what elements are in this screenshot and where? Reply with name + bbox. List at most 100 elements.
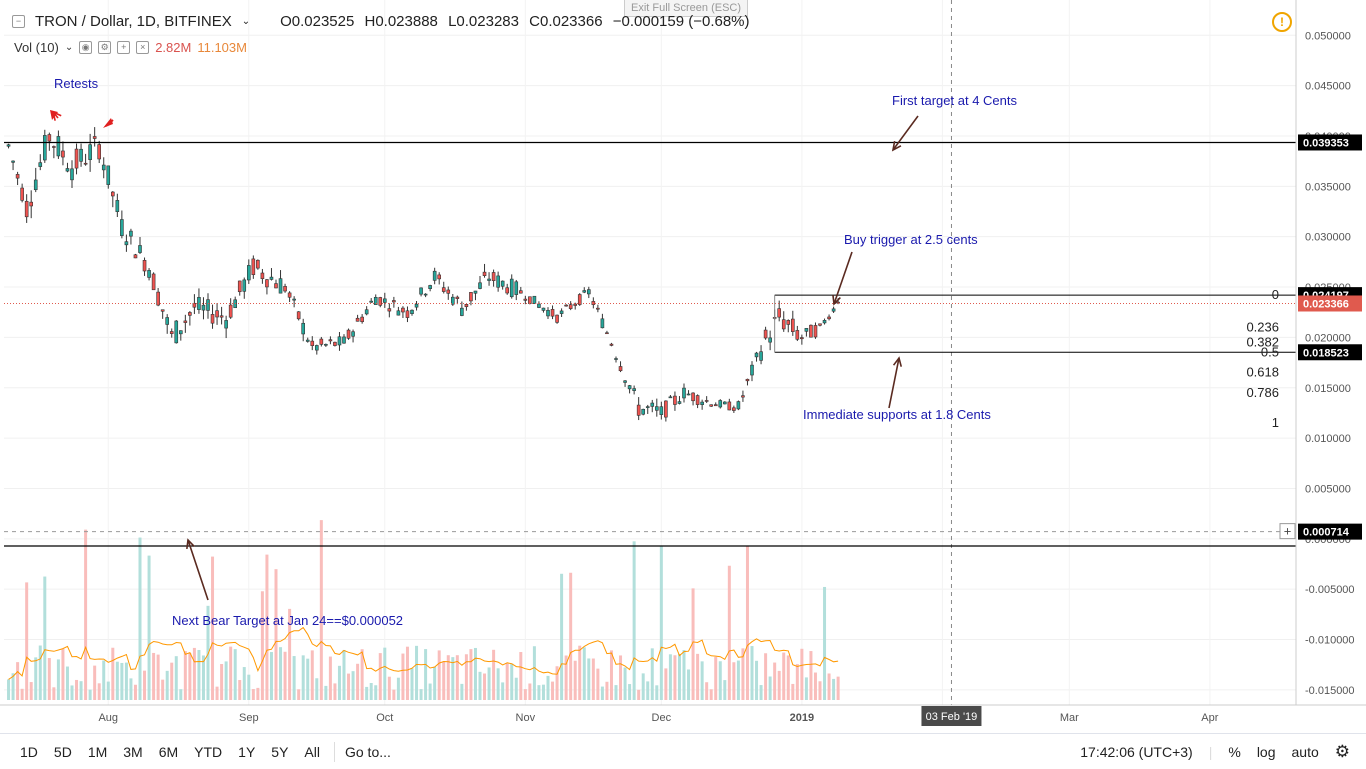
timeframe-6m[interactable]: 6M <box>158 743 179 760</box>
volume-legend: Vol (10) ⌄ ◉ ⚙ + × 2.82M 11.103M <box>14 40 247 55</box>
candle-body <box>156 291 160 306</box>
candle-body <box>333 341 337 346</box>
volume-bar <box>315 678 319 700</box>
volume-bar <box>143 670 147 700</box>
chevron-down-icon[interactable]: ⌄ <box>241 16 251 27</box>
volume-bar <box>464 654 468 700</box>
candle-body <box>727 401 732 411</box>
volume-bar <box>405 646 409 700</box>
auto-toggle[interactable]: auto <box>1291 743 1319 760</box>
timeframe-all[interactable]: All <box>304 743 320 760</box>
timeframe-3m[interactable]: 3M <box>123 743 143 760</box>
candle-body <box>387 308 392 312</box>
candle-body <box>827 316 831 320</box>
candle-body <box>401 307 405 313</box>
gear-icon[interactable]: ⚙ <box>1334 741 1350 761</box>
timeframe-5y[interactable]: 5Y <box>271 743 289 760</box>
candle-body <box>251 258 256 275</box>
price-tick: -0.015000 <box>1305 685 1355 697</box>
goto-button[interactable]: Go to... <box>344 743 391 760</box>
candle-body <box>673 395 677 405</box>
bear-arrow <box>187 539 209 601</box>
warning-icon[interactable]: ! <box>1272 12 1292 32</box>
clock[interactable]: 17:42:06 (UTC+3) <box>1080 743 1193 760</box>
candle-body <box>650 402 655 407</box>
volume-bar <box>532 646 536 700</box>
candle-body <box>482 271 487 276</box>
candle-body <box>396 310 401 316</box>
volume-bar <box>165 670 169 700</box>
volume-bar <box>623 667 627 700</box>
volume-bar <box>174 656 178 700</box>
time-tick: Dec <box>652 712 672 724</box>
volume-bar <box>587 658 591 700</box>
timeframe-1y[interactable]: 1Y <box>238 743 256 760</box>
candle-body <box>179 330 183 335</box>
candle-body <box>228 304 233 318</box>
collapse-icon[interactable]: − <box>12 15 25 28</box>
volume-bar <box>609 650 613 700</box>
volume-bar <box>804 677 808 700</box>
add-icon[interactable]: + <box>117 41 131 54</box>
candle-body <box>247 265 251 281</box>
annotation-bear_target: Next Bear Target at Jan 24==$0.000052 <box>172 613 403 628</box>
log-toggle[interactable]: log <box>1256 743 1276 760</box>
volume-bar <box>233 649 237 700</box>
bear-arrow-head <box>186 538 195 550</box>
price-tick: 0.015000 <box>1305 383 1351 395</box>
volume-bar <box>347 673 351 700</box>
timeframe-ytd[interactable]: YTD <box>194 743 223 760</box>
volume-bar <box>745 546 749 700</box>
volume-bar <box>455 655 459 700</box>
volume-bar <box>709 689 713 700</box>
plus-icon: + <box>1284 524 1292 539</box>
eye-icon[interactable]: ◉ <box>79 41 93 54</box>
volume-label[interactable]: Vol (10) <box>14 40 59 55</box>
exit-full-screen-button[interactable]: Exit Full Screen (ESC) <box>624 0 748 17</box>
volume-bar <box>619 655 623 700</box>
candle-body <box>645 406 650 408</box>
candle-body <box>296 311 301 320</box>
volume-bar <box>741 648 745 700</box>
volume-bar <box>782 652 786 700</box>
volume-bar <box>791 683 795 700</box>
fib-level-label: 0.382 <box>1246 334 1279 349</box>
candle-body <box>274 283 278 289</box>
symbol-title[interactable]: TRON / Dollar, 1D, BITFINEX <box>35 13 232 30</box>
timeframe-1m[interactable]: 1M <box>87 743 108 760</box>
timeframe-1d[interactable]: 1D <box>20 743 38 760</box>
candle-body <box>97 144 101 160</box>
price-tick: 0.010000 <box>1305 433 1351 445</box>
volume-bar <box>446 655 450 700</box>
volume-bar <box>755 660 759 700</box>
volume-bar <box>650 648 654 700</box>
candle-body <box>265 279 269 288</box>
candle-body <box>56 136 61 157</box>
timeframe-5d[interactable]: 5D <box>53 743 72 760</box>
volume-bar <box>256 687 260 700</box>
candle-body <box>568 304 573 309</box>
volume-bar <box>818 681 822 700</box>
chevron-down-icon[interactable]: ⌄ <box>64 42 74 53</box>
volume-bar <box>306 658 310 700</box>
volume-value: 2.82M <box>155 40 192 55</box>
fib-level-label: 0.786 <box>1246 385 1279 400</box>
annotation-retests: Retests <box>54 76 99 91</box>
volume-bar <box>646 681 650 700</box>
settings-icon[interactable]: ⚙ <box>98 41 112 54</box>
candle-body <box>614 358 618 360</box>
volume-bar <box>274 569 278 700</box>
volume-bar <box>641 673 645 700</box>
candle-body <box>804 328 809 332</box>
percent-toggle[interactable]: % <box>1228 743 1241 760</box>
volume-bar <box>714 656 718 700</box>
candle-body <box>555 314 559 323</box>
price-label: 0.039353 <box>1303 137 1349 149</box>
close-icon[interactable]: × <box>136 41 150 54</box>
candle-body <box>423 293 428 296</box>
candle-body <box>210 314 215 324</box>
volume-bar <box>220 664 224 700</box>
volume-bar <box>197 649 201 700</box>
